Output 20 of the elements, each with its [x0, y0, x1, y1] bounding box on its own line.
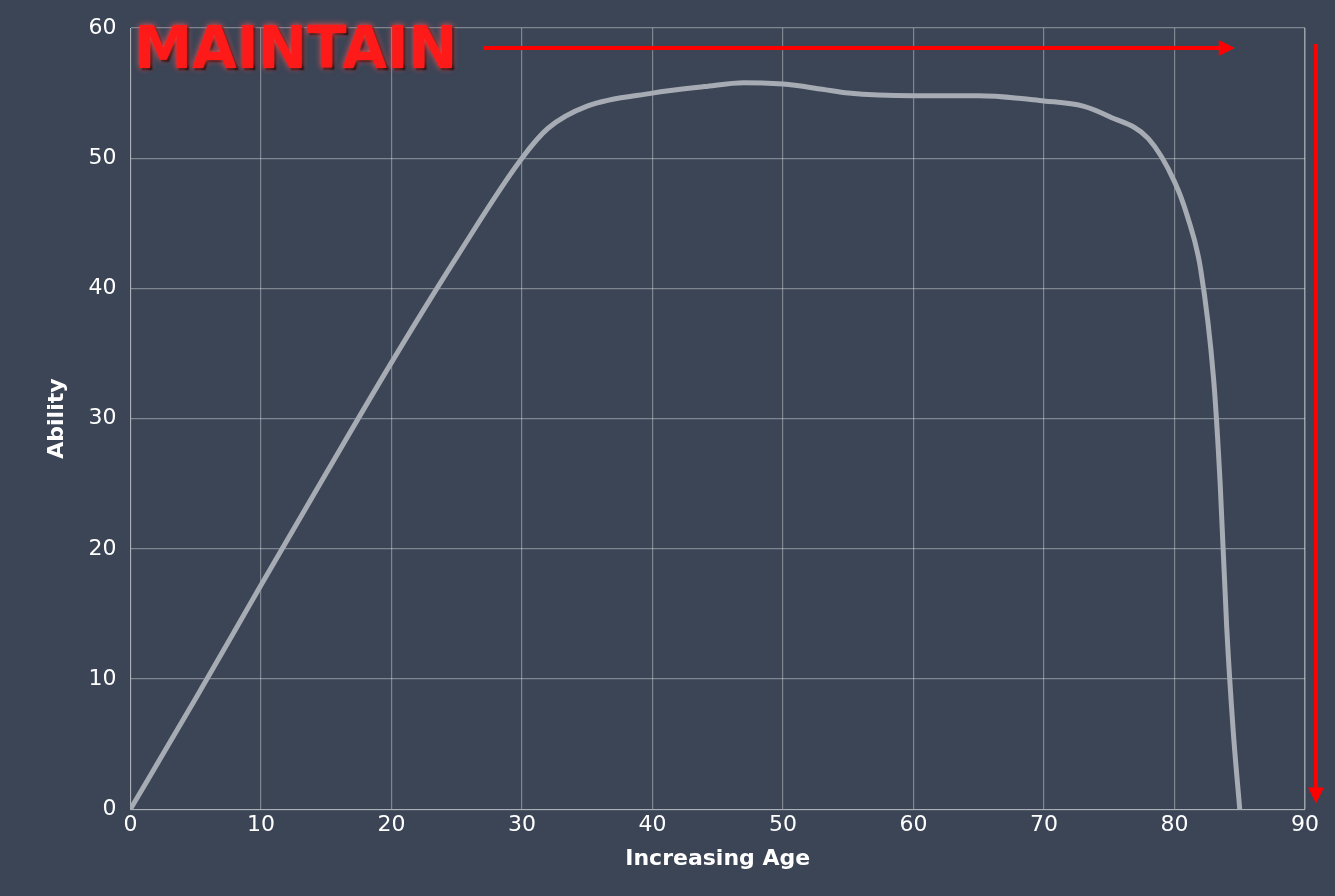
y-tick-label: 20: [88, 534, 117, 560]
x-tick-label: 30: [507, 811, 536, 837]
x-tick-label: 60: [899, 811, 928, 837]
y-tick-label: 10: [88, 664, 117, 690]
x-axis-title: Increasing Age: [625, 844, 811, 870]
x-tick-label: 0: [123, 811, 138, 837]
annotation: MAINTAIN: [134, 14, 458, 82]
y-axis-title: Ability: [42, 378, 68, 459]
y-tick-label: 30: [88, 404, 117, 430]
x-tick-label: 50: [768, 811, 797, 837]
y-tick-label: 60: [88, 13, 117, 39]
x-tick-label: 40: [638, 811, 667, 837]
y-tick-label: 50: [88, 143, 117, 169]
y-tick-label: 40: [88, 274, 117, 300]
y-tick-label: 0: [102, 794, 117, 820]
x-tick-label: 10: [246, 811, 275, 837]
x-tick-label: 80: [1160, 811, 1189, 837]
x-tick-label: 70: [1029, 811, 1058, 837]
x-tick-label: 20: [377, 811, 406, 837]
x-tick-label: 90: [1291, 811, 1319, 837]
